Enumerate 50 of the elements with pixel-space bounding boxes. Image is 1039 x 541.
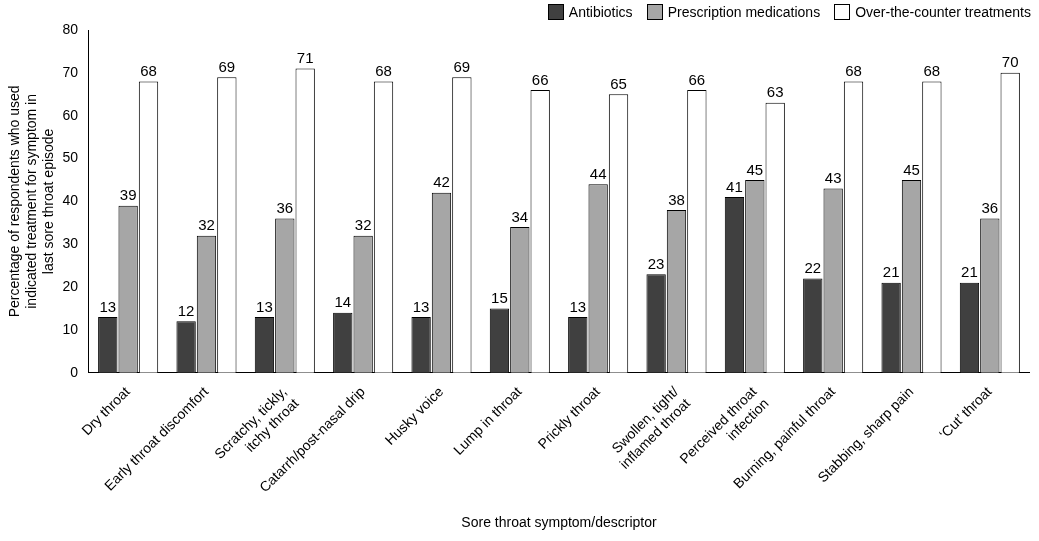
data-label: 68 bbox=[140, 62, 157, 80]
legend-label: Over-the-counter treatments bbox=[855, 4, 1031, 20]
data-label: 68 bbox=[923, 62, 941, 80]
data-label: 38 bbox=[668, 190, 685, 208]
data-label: 15 bbox=[491, 289, 508, 307]
data-label: 12 bbox=[177, 301, 195, 319]
data-label: 22 bbox=[804, 259, 822, 277]
legend-label: Prescription medications bbox=[667, 4, 821, 20]
data-label: 13 bbox=[412, 297, 430, 315]
data-label: 36 bbox=[981, 199, 999, 217]
data-label: 32 bbox=[354, 216, 372, 234]
data-label: 32 bbox=[198, 216, 215, 234]
data-label: 69 bbox=[218, 57, 236, 75]
data-label: 41 bbox=[726, 177, 743, 195]
data-label: 13 bbox=[569, 297, 587, 315]
data-label: 21 bbox=[961, 263, 978, 281]
data-label: 65 bbox=[610, 74, 627, 92]
data-label: 13 bbox=[256, 297, 273, 315]
data-label: 69 bbox=[453, 57, 471, 75]
data-label: 45 bbox=[746, 160, 764, 178]
data-label: 44 bbox=[589, 164, 607, 182]
data-label: 36 bbox=[276, 199, 294, 217]
data-label: 71 bbox=[296, 49, 314, 67]
data-label: 42 bbox=[433, 173, 450, 191]
data-label: 68 bbox=[375, 62, 392, 80]
data-label: 21 bbox=[882, 263, 900, 281]
data-label: 66 bbox=[531, 70, 549, 88]
y-tick-label: 40 bbox=[62, 192, 79, 209]
data-label: 43 bbox=[824, 169, 842, 187]
y-tick-label: 10 bbox=[62, 320, 79, 337]
data-label: 13 bbox=[99, 297, 117, 315]
data-label: 68 bbox=[845, 62, 862, 80]
data-label: 23 bbox=[647, 254, 665, 272]
legend-label: Antibiotics bbox=[568, 4, 633, 20]
data-label: 66 bbox=[688, 70, 706, 88]
y-axis-title: Percentage of respondents who used indicated treatment for symptom in last sore throat episode bbox=[6, 85, 56, 318]
data-label: 70 bbox=[1001, 53, 1019, 71]
data-label: 45 bbox=[903, 160, 920, 178]
y-tick-label: 30 bbox=[62, 235, 79, 252]
data-label: 34 bbox=[511, 207, 529, 225]
y-tick-label: 50 bbox=[62, 149, 79, 166]
data-label: 63 bbox=[766, 83, 784, 101]
y-tick-label: 70 bbox=[62, 63, 79, 80]
x-axis-title: Sore throat symptom/descriptor bbox=[461, 514, 657, 531]
y-tick-label: 60 bbox=[62, 106, 79, 123]
y-tick-label: 20 bbox=[62, 277, 79, 294]
y-tick-label: 0 bbox=[70, 363, 79, 380]
data-label: 14 bbox=[334, 293, 352, 311]
y-tick-label: 80 bbox=[62, 20, 79, 37]
data-label: 39 bbox=[119, 186, 137, 204]
